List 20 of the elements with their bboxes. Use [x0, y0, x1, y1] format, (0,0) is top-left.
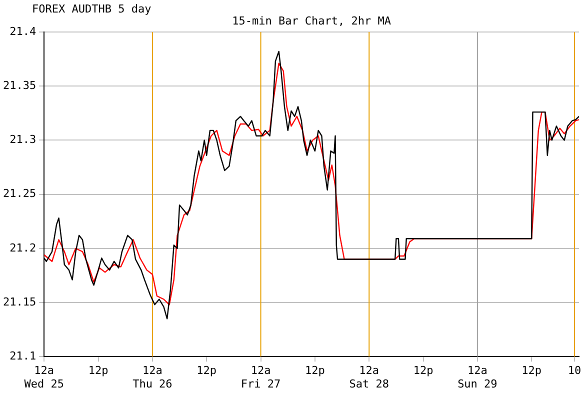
y-tick-label: 21.1	[10, 349, 36, 362]
chart-title: FOREX AUDTHB 5 day	[32, 2, 152, 16]
x-tick-label: 12a Sun 29	[458, 364, 498, 390]
x-tick-label: 12p	[88, 364, 108, 378]
x-tick-label: 12p	[196, 364, 217, 378]
chart-subtitle: 15-min Bar Chart, 2hr MA	[232, 14, 392, 28]
x-tick-label: 12p	[413, 364, 434, 378]
x-tick-label: 10	[568, 364, 582, 378]
x-tick-label: 12a Thu 26	[132, 364, 172, 390]
y-tick-label: 21.15	[2, 295, 36, 308]
x-tick-label: 12a Wed 25	[24, 364, 64, 390]
y-tick-label: 21.3	[10, 133, 36, 146]
x-tick-label: 12p	[522, 364, 542, 378]
y-tick-label: 21.25	[2, 187, 36, 200]
y-tick-label: 21.4	[10, 24, 36, 38]
x-tick-label: 12a Fri 27	[240, 364, 281, 390]
x-tick-label: 12p	[305, 364, 325, 378]
x-tick-label: 12a Sat 28	[349, 364, 389, 390]
y-tick-label: 21.2	[10, 241, 36, 254]
y-tick-label: 21.35	[2, 78, 36, 92]
